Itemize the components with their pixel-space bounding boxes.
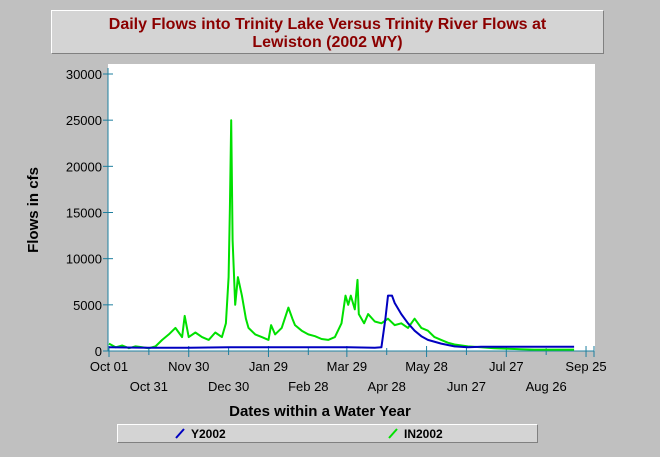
y-tick-label: 5000 (73, 298, 102, 313)
x-tick-label: May 28 (405, 359, 448, 374)
plot-area (108, 64, 595, 351)
legend-label-in2002: IN2002 (404, 427, 443, 441)
y-tick-label: 0 (95, 344, 102, 359)
x-tick-label: Mar 29 (327, 359, 367, 374)
series-line-in2002 (108, 119, 575, 351)
legend: Y2002 IN2002 (175, 427, 443, 441)
x-tick-label: Nov 30 (168, 359, 209, 374)
y-tick-label: 10000 (66, 252, 102, 267)
x-tick-label: Apr 28 (368, 379, 406, 394)
axes-group: 0 5000 10000 15000 20000 25000 30000 Oct 01 Nov … (66, 67, 607, 394)
legend-marker-in2002 (388, 428, 398, 439)
x-tick-label: Aug 26 (526, 379, 567, 394)
chart-title-box: Daily Flows into Trinity Lake Versus Tri… (51, 10, 604, 54)
y-tick-label: 30000 (66, 67, 102, 82)
series-line-y2002 (108, 294, 575, 349)
x-axis-title: Dates within a Water Year (229, 403, 411, 420)
x-tick-label: Sep 25 (565, 359, 606, 374)
x-tick-label: Feb 28 (288, 379, 328, 394)
x-tick-label: Jul 27 (489, 359, 524, 374)
x-tick-label: Jan 29 (249, 359, 288, 374)
series-lines (108, 119, 575, 351)
y-axis-title: Flows in cfs (25, 167, 42, 253)
legend-marker-y2002 (175, 428, 185, 439)
y-tick-label: 25000 (66, 113, 102, 128)
x-tick-label: Dec 30 (208, 379, 249, 394)
y-tick-label: 15000 (66, 206, 102, 221)
chart-title-line-2: Lewiston (2002 WY) (252, 34, 403, 51)
x-tick-label: Jun 27 (447, 379, 486, 394)
legend-box (117, 424, 538, 443)
legend-label-y2002: Y2002 (191, 427, 226, 441)
x-tick-label: Oct 01 (90, 359, 128, 374)
y-tick-label: 20000 (66, 159, 102, 174)
chart-title-line-1: Daily Flows into Trinity Lake Versus Tri… (108, 16, 547, 33)
x-tick-label: Oct 31 (130, 379, 168, 394)
